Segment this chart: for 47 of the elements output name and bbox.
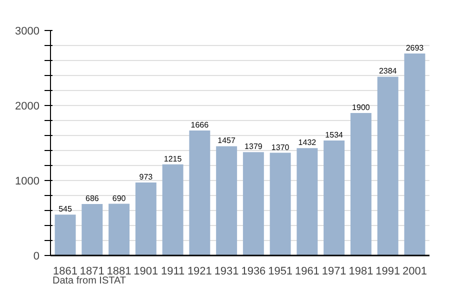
x-tick-label: 2001 — [402, 266, 427, 278]
x-tick-label: 1871 — [80, 266, 104, 278]
x-tick-label: 1991 — [376, 266, 400, 278]
bar — [162, 164, 184, 256]
data-label: 686 — [85, 194, 100, 204]
bar — [324, 140, 345, 256]
bar — [135, 182, 156, 256]
data-label: 1534 — [325, 130, 344, 140]
data-label: 690 — [112, 194, 126, 203]
bar — [242, 152, 264, 256]
y-tick-label: 3000 — [15, 26, 40, 38]
x-tick-label: 1971 — [322, 266, 346, 278]
bar — [82, 204, 103, 256]
bar — [108, 204, 130, 256]
x-tick-label: 1951 — [268, 266, 293, 278]
data-label: 2384 — [378, 66, 398, 76]
x-tick-label: 1911 — [160, 266, 185, 278]
data-label: 1457 — [218, 136, 236, 146]
bar — [377, 76, 398, 256]
data-label: 973 — [139, 172, 154, 182]
data-label: 1432 — [298, 138, 317, 148]
data-label: 1379 — [244, 142, 263, 152]
bar — [189, 130, 210, 256]
x-tick-label: 1981 — [348, 266, 374, 278]
x-tick-label: 1961 — [294, 266, 320, 278]
y-tick-label: 0 — [33, 250, 40, 262]
bar — [54, 214, 76, 256]
bar — [270, 152, 291, 256]
x-tick-label: 1861 — [53, 266, 78, 278]
bar — [216, 146, 238, 256]
data-label: 1900 — [352, 103, 370, 112]
data-label: 1666 — [190, 120, 210, 130]
bar — [296, 148, 318, 256]
x-tick-label: 1901 — [134, 266, 158, 278]
x-tick-label: 1921 — [187, 266, 212, 278]
bar — [404, 54, 426, 256]
y-tick-label: 1000 — [15, 176, 40, 188]
x-tick-label: 1936 — [241, 266, 266, 278]
bar — [350, 113, 372, 256]
data-label: 2693 — [406, 44, 424, 53]
x-tick-label: 1881 — [106, 266, 132, 278]
data-label: 545 — [58, 204, 73, 214]
data-label: 1215 — [164, 154, 182, 164]
data-label: 1370 — [271, 142, 290, 152]
x-tick-label: 1931 — [214, 266, 239, 278]
y-tick-label: 2000 — [15, 100, 40, 112]
text: Data from ISTAT — [52, 276, 126, 286]
